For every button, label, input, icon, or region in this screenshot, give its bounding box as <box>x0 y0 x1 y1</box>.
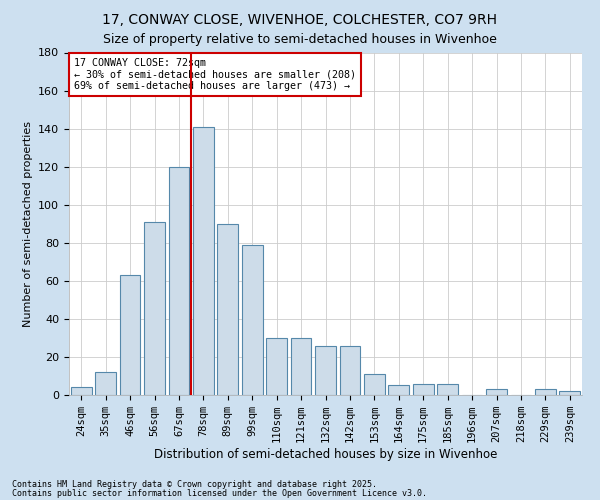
Bar <box>315 346 336 395</box>
Bar <box>119 275 140 395</box>
Bar <box>193 126 214 395</box>
Bar <box>486 390 507 395</box>
Bar <box>437 384 458 395</box>
Bar <box>340 346 361 395</box>
Bar <box>217 224 238 395</box>
Text: 17, CONWAY CLOSE, WIVENHOE, COLCHESTER, CO7 9RH: 17, CONWAY CLOSE, WIVENHOE, COLCHESTER, … <box>103 12 497 26</box>
Bar <box>388 386 409 395</box>
X-axis label: Distribution of semi-detached houses by size in Wivenhoe: Distribution of semi-detached houses by … <box>154 448 497 461</box>
Bar <box>242 244 263 395</box>
Bar <box>144 222 165 395</box>
Bar <box>559 391 580 395</box>
Bar <box>266 338 287 395</box>
Bar <box>169 166 190 395</box>
Text: Size of property relative to semi-detached houses in Wivenhoe: Size of property relative to semi-detach… <box>103 32 497 46</box>
Bar <box>535 390 556 395</box>
Bar <box>71 388 92 395</box>
Text: Contains public sector information licensed under the Open Government Licence v3: Contains public sector information licen… <box>12 490 427 498</box>
Bar <box>290 338 311 395</box>
Bar <box>364 374 385 395</box>
Y-axis label: Number of semi-detached properties: Number of semi-detached properties <box>23 120 32 327</box>
Bar <box>413 384 434 395</box>
Text: Contains HM Land Registry data © Crown copyright and database right 2025.: Contains HM Land Registry data © Crown c… <box>12 480 377 489</box>
Text: 17 CONWAY CLOSE: 72sqm
← 30% of semi-detached houses are smaller (208)
69% of se: 17 CONWAY CLOSE: 72sqm ← 30% of semi-det… <box>74 58 356 91</box>
Bar <box>95 372 116 395</box>
